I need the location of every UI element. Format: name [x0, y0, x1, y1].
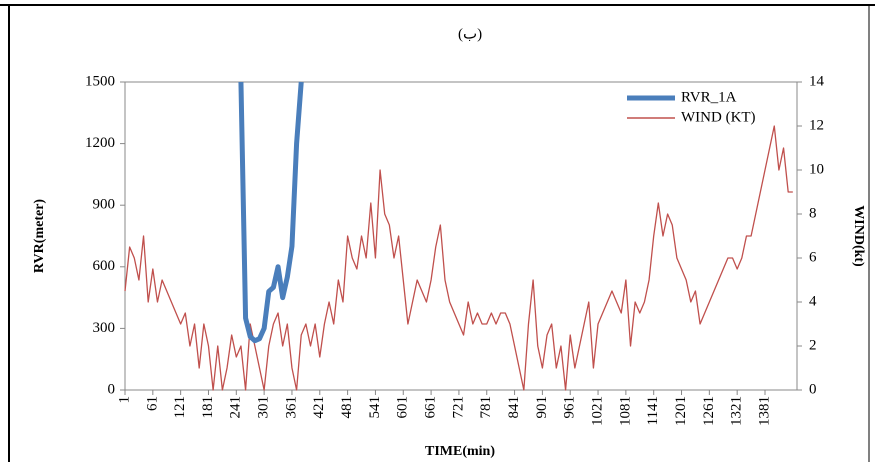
y-tick-label: 1500	[85, 73, 115, 89]
x-tick-label: 481	[339, 396, 355, 419]
legend-label: WIND (KT)	[681, 109, 756, 125]
x-tick-label: 661	[423, 396, 439, 419]
x-axis-label: TIME(min)	[425, 444, 495, 459]
y2-tick-label: 8	[809, 205, 817, 221]
y-tick-label: 0	[108, 381, 116, 397]
x-tick-label: 181	[200, 396, 216, 419]
y2-axis-label: WIND(kt)	[851, 205, 866, 267]
x-tick-label: 901	[534, 396, 550, 419]
x-tick-label: 1201	[673, 396, 689, 426]
x-tick-label: 1261	[701, 396, 717, 426]
x-tick-label: 301	[256, 396, 272, 419]
x-tick-label: 61	[144, 396, 160, 411]
y2-tick-label: 0	[809, 381, 817, 397]
x-tick-label: 841	[506, 396, 522, 419]
x-tick-label: 121	[172, 396, 188, 419]
x-tick-label: 241	[228, 396, 244, 419]
x-tick-label: 421	[311, 396, 327, 419]
y-tick-label: 900	[93, 197, 116, 213]
y-tick-label: 300	[93, 320, 116, 336]
legend-label: RVR_1A	[681, 89, 737, 105]
y-tick-label: 1200	[85, 135, 115, 151]
x-tick-label: 961	[562, 396, 578, 419]
x-tick-label: 1081	[617, 396, 633, 426]
series-line	[124, 125, 793, 391]
y2-tick-label: 2	[809, 337, 817, 353]
x-tick-label: 721	[450, 396, 466, 419]
y2-tick-label: 4	[809, 293, 817, 309]
x-tick-label: 1321	[729, 396, 745, 426]
x-tick-label: 781	[478, 396, 494, 419]
x-tick-label: 1381	[756, 396, 772, 426]
chart-title: (ب)	[458, 26, 482, 42]
y2-tick-label: 6	[809, 249, 817, 265]
x-tick-label: 601	[395, 396, 411, 419]
x-tick-label: 1141	[645, 396, 661, 425]
plot-area	[124, 81, 798, 391]
x-tick-label: 1021	[589, 396, 605, 426]
x-tick-label: 1	[116, 396, 132, 404]
y2-tick-label: 12	[809, 117, 824, 133]
y2-tick-label: 10	[809, 161, 824, 177]
y2-tick-label: 14	[809, 73, 825, 89]
x-tick-label: 541	[367, 396, 383, 419]
series-line	[238, 81, 304, 344]
x-tick-label: 361	[283, 396, 299, 419]
y-tick-label: 600	[93, 258, 116, 274]
y-axis-label: RVR(meter)	[32, 199, 47, 273]
